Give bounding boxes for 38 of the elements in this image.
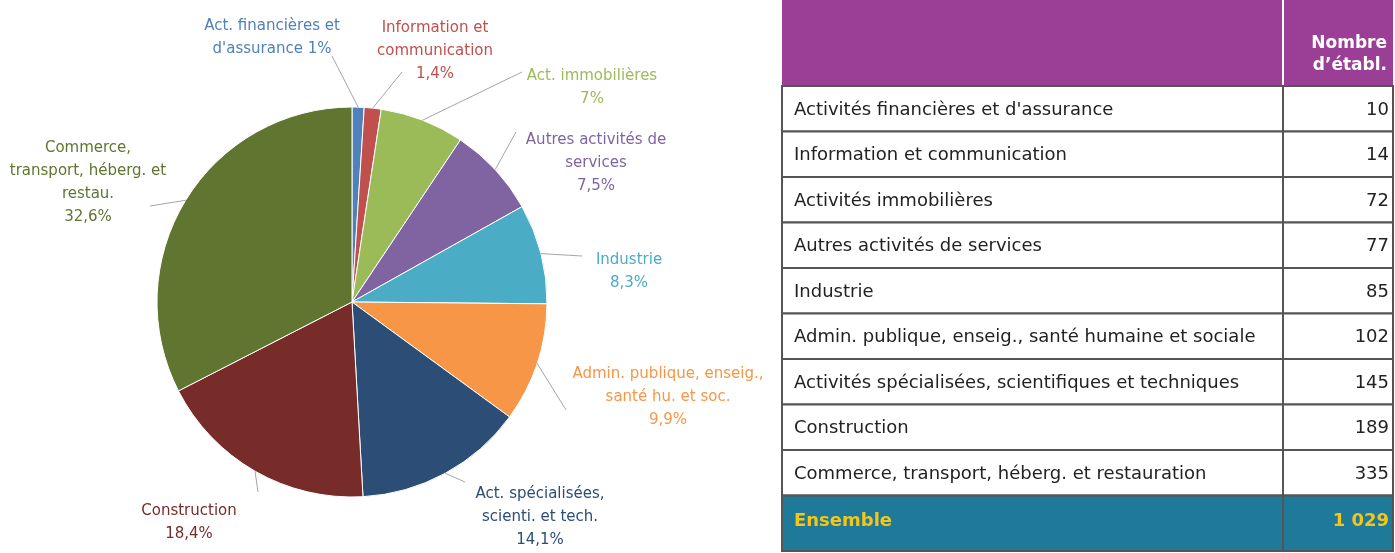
slice-label: Act. immobilières [526, 66, 658, 84]
category-label: Activités immobilières [794, 188, 993, 210]
data-label: 145 [1354, 370, 1389, 392]
category-label: Commerce, transport, héberg. et restauration [794, 461, 1207, 483]
category-label: Autres activités de services [794, 234, 1042, 256]
data-label: 102 [1354, 325, 1389, 347]
slice-label: Act. spécialisées, scienti. et tech. [475, 484, 605, 525]
data-label: 77 [1366, 234, 1389, 256]
text: 1 029 [1332, 508, 1389, 530]
data-label: 1,4% [415, 64, 455, 82]
category-label: Activités financières et d'assurance [794, 97, 1114, 119]
data-label: 85 [1366, 279, 1389, 301]
data-label: 7% [580, 89, 604, 107]
data-label: 10 [1366, 97, 1389, 119]
category-label: Activités spécialisées, scientifiques et techniques [794, 370, 1240, 392]
data-label: 72 [1366, 188, 1389, 210]
data-label: 14 [1366, 143, 1389, 165]
slice-label: Admin. publique, enseig., santé hu. et soc. [572, 364, 764, 405]
data-label: 335 [1354, 461, 1389, 483]
slice-label: Construction [141, 501, 237, 519]
text: Nombre d’établ. [1311, 32, 1387, 74]
data-label: 8,3% [609, 273, 649, 291]
slice-label: Autres activités de services [525, 130, 667, 171]
category-label: Admin. publique, enseig., santé humaine et sociale [794, 325, 1256, 347]
category-label: Information et communication [794, 143, 1067, 165]
text: Ensemble [794, 508, 893, 530]
data-label: 18,4% [165, 524, 213, 542]
category-label: Construction [794, 416, 909, 438]
data-label: 14,1% [516, 530, 564, 548]
slice-label: Act. financières et d'assurance 1% [204, 16, 340, 57]
data-label: 189 [1354, 416, 1389, 438]
slice-label: Industrie [595, 250, 663, 268]
data-label: 7,5% [576, 176, 616, 194]
slice-label: Information et communication [376, 18, 494, 59]
data-label: 32,6% [64, 207, 112, 225]
data-label: 9,9% [648, 410, 688, 428]
slice-label: Commerce, transport, héberg. et restau. [9, 138, 167, 202]
category-label: Industrie [794, 279, 874, 301]
